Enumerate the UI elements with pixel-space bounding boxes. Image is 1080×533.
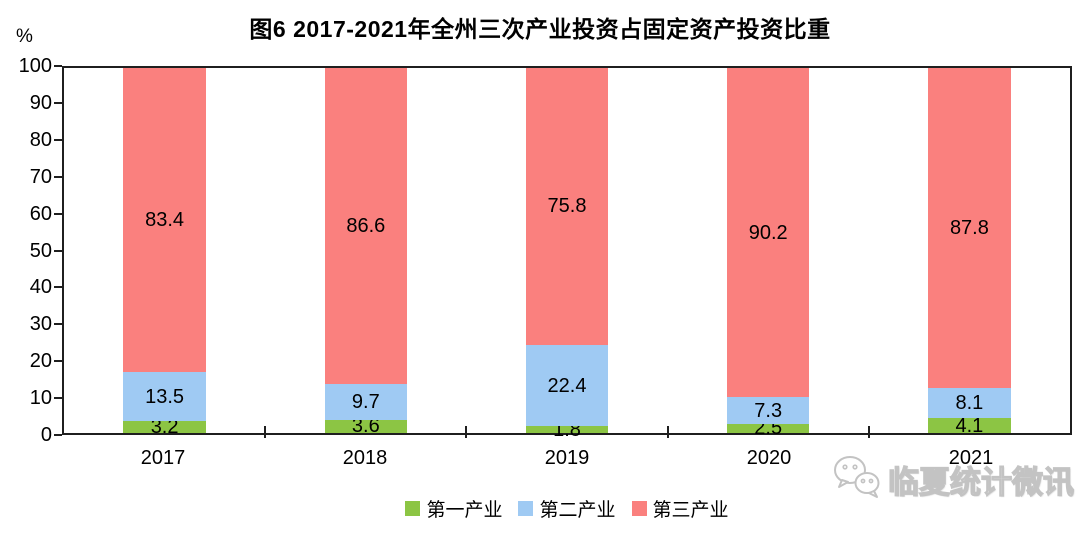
y-tick-mark bbox=[54, 249, 62, 252]
bar-value-label: 8.1 bbox=[955, 392, 984, 415]
y-tick-label: 70 bbox=[29, 165, 52, 188]
legend-swatch bbox=[405, 501, 421, 516]
bar-columns: 3.2 13.5 83.4 3.6 9.7 86.6 1.8 22.4 75.8 2.5 7.3 90… bbox=[64, 68, 1070, 441]
bar-value-label: 22.4 bbox=[547, 374, 587, 397]
chart-title: 图6 2017-2021年全州三次产业投资占固定资产投资比重 bbox=[249, 16, 831, 42]
stacked-bar-2018: 3.6 9.7 86.6 bbox=[324, 68, 408, 437]
y-tick-mark bbox=[54, 286, 62, 289]
bar-segment: 2.5 bbox=[726, 417, 810, 439]
bar-column-2019: 1.8 22.4 75.8 bbox=[465, 68, 667, 441]
y-tick-label: 30 bbox=[29, 313, 52, 336]
stacked-bar-2019: 1.8 22.4 75.8 bbox=[525, 68, 609, 441]
x-boundary-tick bbox=[465, 426, 468, 438]
bar-value-label: 9.7 bbox=[351, 391, 380, 414]
y-tick-mark bbox=[54, 323, 62, 326]
legend-label: 第二产业 bbox=[539, 500, 616, 521]
legend-swatch bbox=[631, 501, 647, 516]
bar-column-2020: 2.5 7.3 90.2 bbox=[666, 68, 869, 439]
y-tick-label: 80 bbox=[29, 128, 52, 151]
x-boundary-tick bbox=[666, 426, 669, 438]
x-boundary-tick bbox=[867, 426, 870, 438]
bar-segment: 3.6 bbox=[324, 415, 408, 437]
y-tick-mark bbox=[54, 101, 62, 104]
y-tick-mark bbox=[54, 212, 62, 215]
stacked-bar-2021: 4.1 8.1 87.8 bbox=[928, 68, 1011, 437]
stacked-bar-2020: 2.5 7.3 90.2 bbox=[726, 68, 810, 439]
y-tick-label: 20 bbox=[29, 350, 52, 373]
bar-segment: 3.2 bbox=[123, 416, 206, 438]
y-tick-mark bbox=[54, 175, 62, 178]
bar-value-label: 87.8 bbox=[949, 217, 989, 240]
bar-segment: 4.1 bbox=[928, 415, 1011, 437]
legend-item: 第一产业 bbox=[405, 495, 502, 522]
plot-area: 3.2 13.5 83.4 3.6 9.7 86.6 1.8 22.4 75.8 2.5 7.3 90… bbox=[62, 66, 1072, 441]
y-tick-mark bbox=[54, 434, 62, 436]
bar-value-label: 4.1 bbox=[955, 414, 984, 437]
bar-segment: 13.5 bbox=[123, 372, 206, 422]
y-tick-mark bbox=[54, 138, 62, 141]
bar-value-label: 7.3 bbox=[754, 399, 783, 422]
legend-swatch bbox=[518, 501, 534, 516]
y-axis-tick-labels: 100 90 80 70 60 50 40 30 20 10 0 bbox=[0, 56, 52, 445]
bar-segment: 9.7 bbox=[324, 384, 408, 420]
legend-label: 第一产业 bbox=[426, 500, 503, 521]
bar-column-2021: 4.1 8.1 87.8 bbox=[867, 68, 1070, 438]
bar-value-label: 3.6 bbox=[351, 415, 380, 438]
bar-segment: 1.8 bbox=[525, 419, 609, 441]
x-tick-label: 2018 bbox=[342, 447, 388, 469]
bar-column-2018: 3.6 9.7 86.6 bbox=[264, 68, 466, 438]
bar-segment: 22.4 bbox=[525, 344, 609, 427]
bar-value-label: 3.2 bbox=[150, 416, 179, 439]
stacked-bar-2017: 3.2 13.5 83.4 bbox=[123, 68, 206, 438]
bar-segment: 75.8 bbox=[525, 68, 609, 345]
y-tick-label: 50 bbox=[29, 239, 52, 262]
bar-value-label: 86.6 bbox=[346, 215, 386, 238]
bar-segment: 86.6 bbox=[324, 68, 408, 385]
y-tick-label: 40 bbox=[29, 276, 52, 299]
bar-column-2017: 3.2 13.5 83.4 bbox=[64, 68, 265, 438]
bar-value-label: 13.5 bbox=[145, 385, 185, 408]
legend-item: 第二产业 bbox=[518, 495, 616, 522]
bar-segment: 8.1 bbox=[928, 388, 1011, 419]
bar-segment: 7.3 bbox=[726, 397, 810, 424]
x-boundary-tick bbox=[264, 426, 267, 438]
chart-legend: 第一产业 第二产业 第三产业 bbox=[62, 495, 1072, 522]
y-tick-label: 0 bbox=[40, 424, 52, 446]
bar-segment: 90.2 bbox=[726, 68, 810, 398]
y-axis-unit-label: % bbox=[16, 26, 33, 47]
bar-value-label: 83.4 bbox=[145, 209, 185, 232]
x-tick-label: 2021 bbox=[948, 447, 994, 469]
y-tick-mark bbox=[54, 360, 62, 363]
legend-item: 第三产业 bbox=[631, 495, 729, 522]
y-tick-label: 100 bbox=[18, 55, 52, 77]
bar-value-label: 75.8 bbox=[547, 195, 587, 218]
y-tick-mark bbox=[54, 397, 62, 400]
x-tick-label: 2017 bbox=[140, 447, 186, 469]
y-tick-label: 90 bbox=[29, 91, 52, 114]
x-tick-label: 2020 bbox=[746, 447, 792, 469]
y-tick-label: 10 bbox=[29, 387, 52, 410]
x-axis-tick-labels: 2017 2018 2019 2020 2021 bbox=[62, 447, 1072, 470]
y-tick-mark bbox=[54, 65, 62, 67]
bar-segment: 83.4 bbox=[123, 68, 206, 373]
bar-segment: 87.8 bbox=[928, 68, 1011, 389]
x-tick-label: 2019 bbox=[544, 447, 590, 469]
legend-label: 第三产业 bbox=[652, 500, 729, 521]
y-tick-label: 60 bbox=[29, 202, 52, 225]
bar-value-label: 90.2 bbox=[748, 221, 788, 244]
